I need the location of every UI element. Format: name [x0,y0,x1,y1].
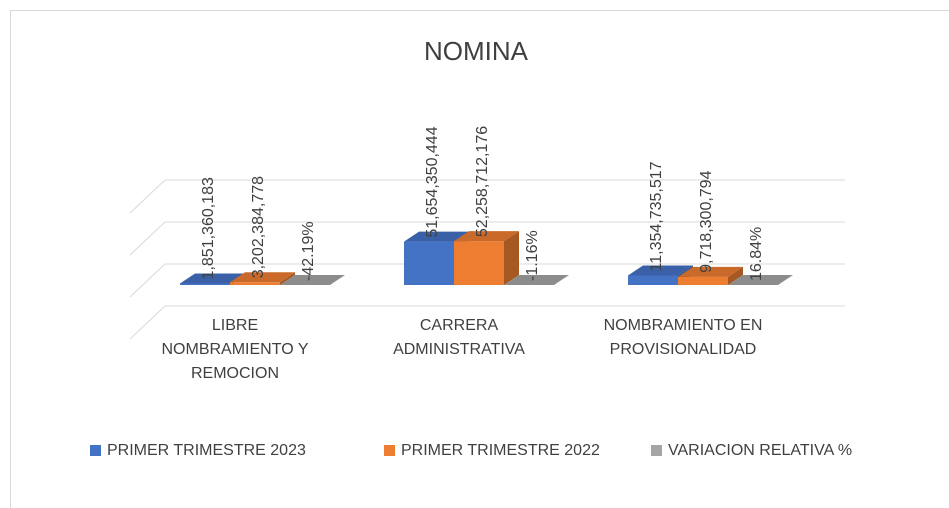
data-label: 52,258,712,176 [474,126,491,237]
legend-swatch [384,445,395,456]
bar-top [728,275,793,285]
data-label: -1.16% [524,230,541,281]
legend-swatch [90,445,101,456]
chart-title: NOMINA [424,36,529,66]
bar [230,282,280,285]
data-label: 3,202,384,778 [250,176,267,278]
x-tick-label: LIBRE NOMBRAMIENTO Y REMOCION [161,317,309,382]
bar [628,275,678,285]
chart-border [10,10,949,508]
legend-label: PRIMER TRIMESTRE 2023 [107,442,306,459]
legend-item: VARIACION RELATIVA % [651,438,891,464]
legend-label: PRIMER TRIMESTRE 2022 [401,442,600,459]
bar-top [180,273,245,284]
bar-top [230,272,295,283]
legend-swatch [651,445,662,456]
data-label: 1,851,360,183 [200,177,217,279]
bar [180,283,230,285]
bar-top [504,275,569,285]
grid-line [129,179,845,214]
bar-top [404,231,469,242]
data-label: -42.19% [300,221,317,281]
x-tick-label: NOMBRAMIENTO EN PROVISIONALIDAD [603,317,763,358]
x-tick-label: CARRERA ADMINISTRATIVA [393,317,525,358]
bar-side [728,266,743,285]
grid-line [129,305,845,340]
grid-line [129,263,845,298]
legend-item: PRIMER TRIMESTRE 2022 [384,438,644,464]
grid-line [129,221,845,256]
legend-item: PRIMER TRIMESTRE 2023 [90,438,380,464]
bar [678,276,728,285]
bar-side [280,272,295,285]
data-label: 11,354,735,517 [648,161,665,271]
bar [454,241,504,285]
bar-top [678,266,743,277]
legend-label: VARIACION RELATIVA % [668,442,853,459]
bar-top [280,275,345,285]
data-label: 16.84% [748,227,765,281]
data-label: 9,718,300,794 [698,170,715,272]
bar-top [628,265,693,276]
bar-top [454,231,519,242]
data-label: 51,654,350,444 [424,126,441,237]
bar [404,241,454,285]
bar-side [504,231,519,285]
